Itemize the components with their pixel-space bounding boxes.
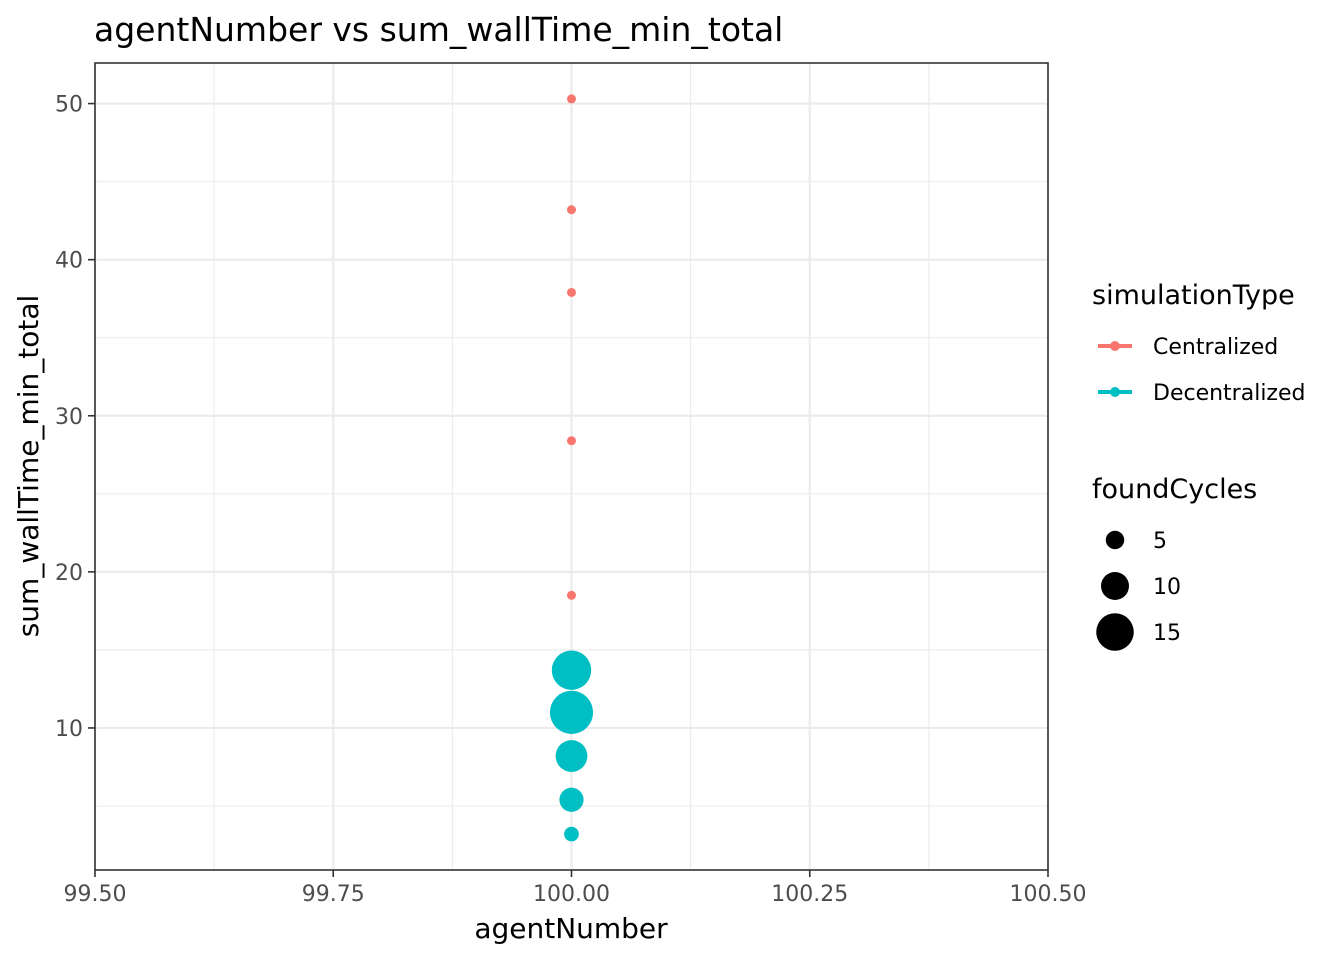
legend-key-point	[1110, 387, 1120, 397]
size-legend-key	[1105, 530, 1125, 550]
data-point-decentralized	[555, 740, 588, 772]
size-legend-key	[1101, 572, 1129, 600]
y-tick-label: 10	[55, 717, 83, 742]
x-tick-label: 100.00	[533, 882, 610, 907]
x-tick-label: 99.50	[64, 882, 127, 907]
size-legend-key	[1096, 613, 1134, 651]
y-tick-label: 20	[55, 561, 83, 586]
data-point-decentralized	[564, 826, 579, 842]
data-point-decentralized	[549, 690, 594, 734]
size-legend-label: 10	[1153, 575, 1181, 600]
color-legend-title: simulationType	[1092, 280, 1295, 311]
x-tick-label: 100.25	[771, 882, 848, 907]
x-tick-label: 99.75	[302, 882, 365, 907]
size-legend-label: 5	[1153, 529, 1167, 554]
data-point-decentralized	[559, 787, 584, 812]
y-tick-label: 30	[55, 405, 83, 430]
y-tick-label: 40	[55, 249, 83, 274]
legend-label: Centralized	[1153, 335, 1278, 360]
x-tick-label: 100.50	[1010, 882, 1087, 907]
data-point-decentralized	[551, 650, 592, 690]
x-axis-title: agentNumber	[474, 912, 668, 945]
legend-label: Decentralized	[1153, 381, 1305, 406]
size-legend-entries: 5 10 15	[1096, 529, 1181, 651]
data-point-centralized	[567, 205, 576, 215]
y-axis-title: sum_wallTime_min_total	[12, 295, 45, 638]
x-axis: 99.50 99.75 100.00 100.25 100.50	[64, 870, 1087, 907]
y-axis: 10 20 30 40 50	[55, 93, 95, 742]
legend-key-point	[1110, 341, 1120, 351]
data-point-centralized	[567, 287, 576, 297]
size-legend-title: foundCycles	[1092, 474, 1257, 505]
legend: simulationType CentralizedDecentralized …	[1092, 280, 1305, 651]
y-tick-label: 50	[55, 93, 83, 118]
data-point-centralized	[567, 94, 576, 104]
chart-title: agentNumber vs sum_wallTime_min_total	[94, 10, 783, 49]
data-points	[549, 94, 594, 842]
size-legend-label: 15	[1153, 621, 1181, 646]
data-point-centralized	[567, 590, 576, 600]
data-point-centralized	[567, 436, 576, 446]
color-legend-entries: Centralized Decentralized	[1098, 335, 1305, 406]
